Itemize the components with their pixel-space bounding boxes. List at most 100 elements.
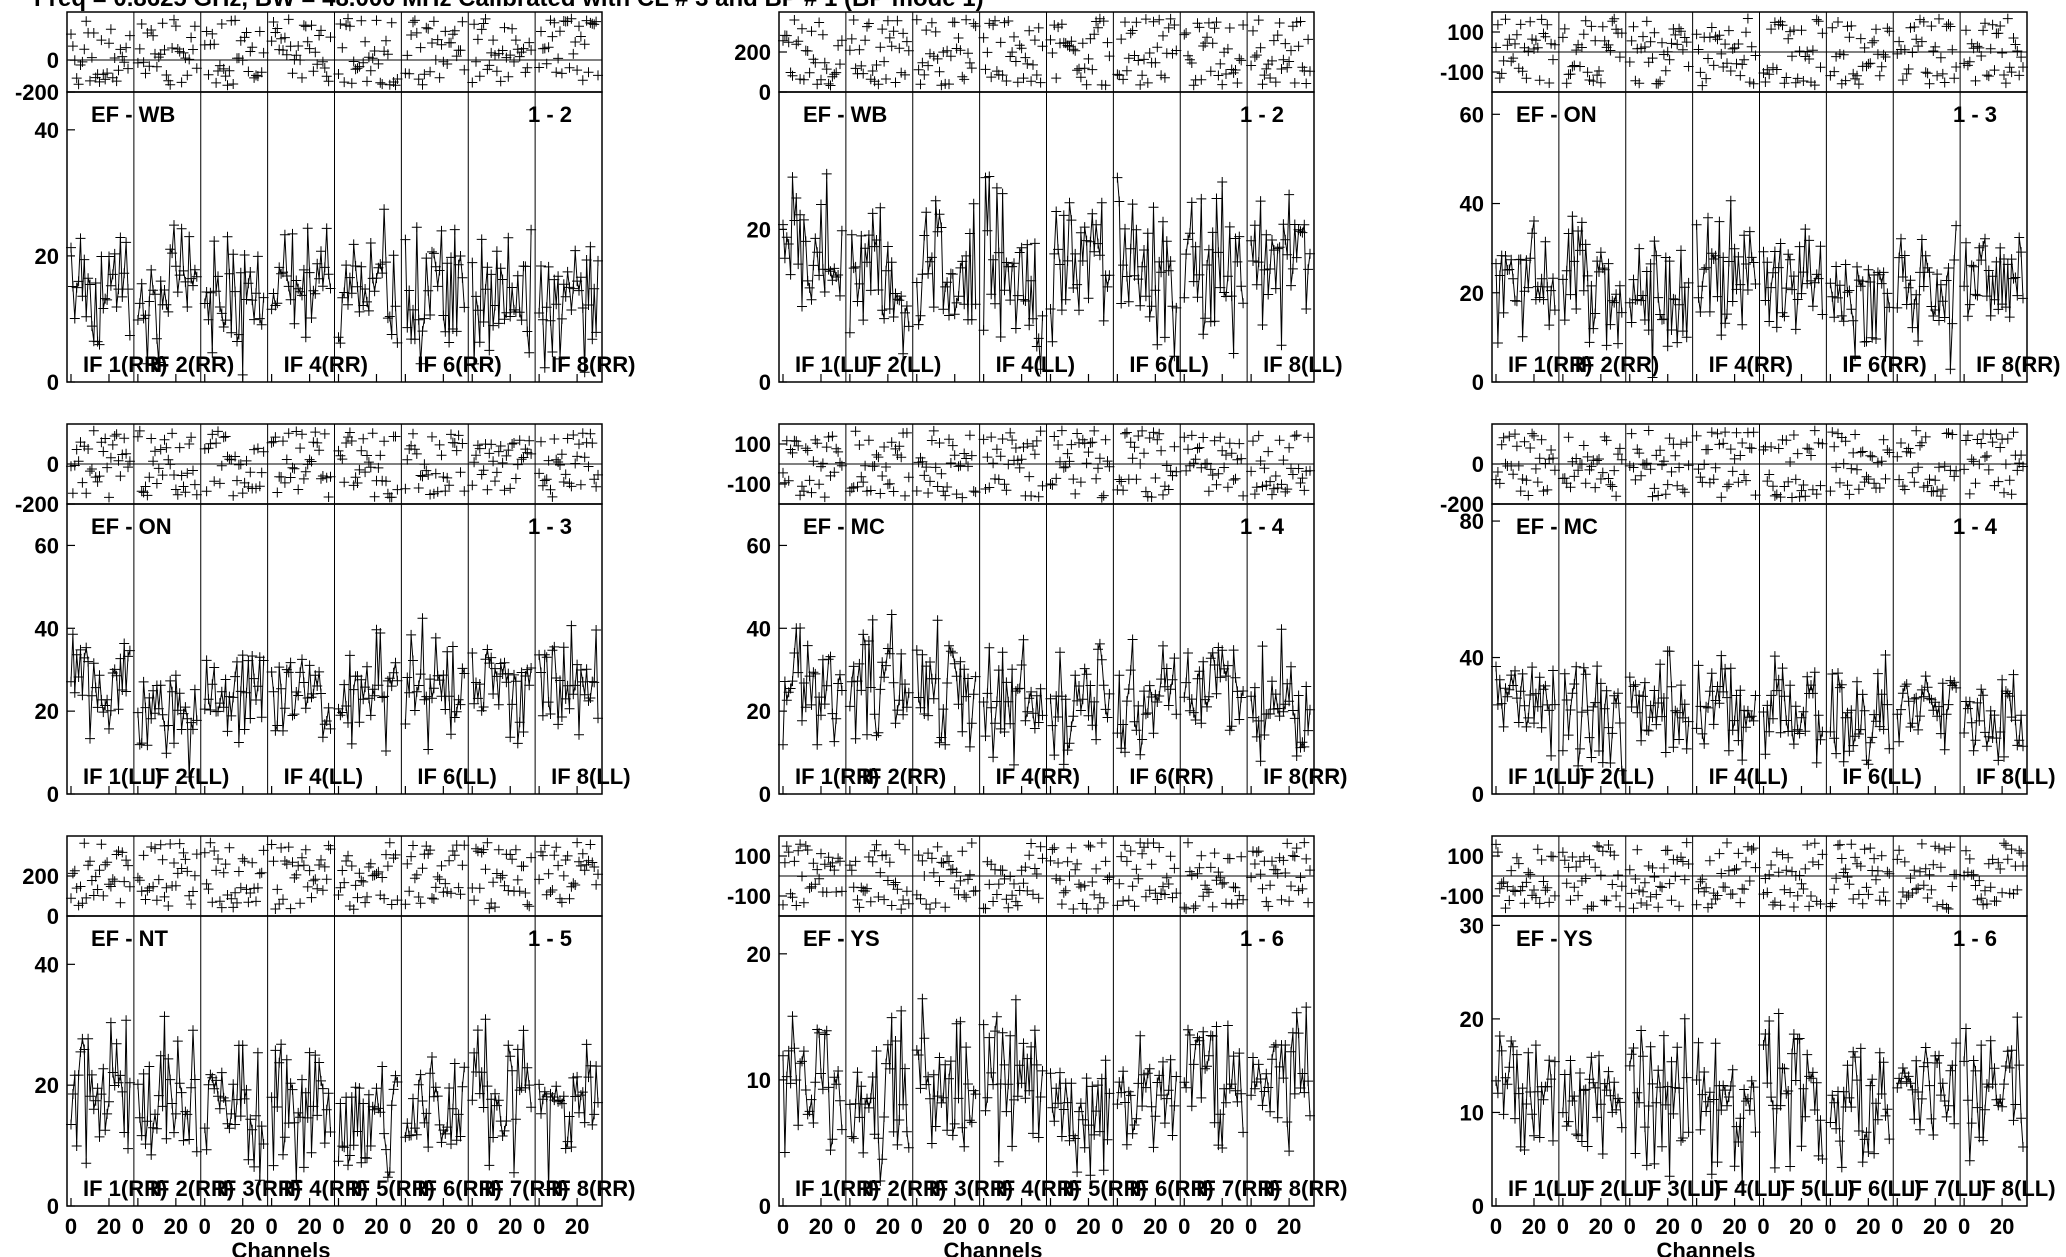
phase-point xyxy=(968,18,979,29)
phase-point xyxy=(1880,895,1891,906)
amplitude-point xyxy=(894,1115,905,1125)
phase-point xyxy=(285,903,296,914)
amplitude-point xyxy=(144,1061,155,1072)
phase-point xyxy=(77,477,88,488)
amplitude-point xyxy=(1511,296,1522,307)
amplitude-series xyxy=(538,246,599,373)
phase-point xyxy=(886,437,897,448)
amplitude-point xyxy=(589,677,600,688)
amplitude-point xyxy=(1607,295,1618,306)
amplitude-point xyxy=(984,171,995,182)
phase-point xyxy=(1628,903,1639,914)
amplitude-point xyxy=(134,298,145,309)
x-tick-label: 20 xyxy=(97,1214,121,1239)
phase-point xyxy=(472,34,483,45)
amplitude-point xyxy=(1167,1130,1178,1141)
amplitude-point xyxy=(1014,247,1025,258)
phase-point xyxy=(566,481,577,492)
amplitude-point xyxy=(339,679,350,690)
amp-tick-label: 20 xyxy=(35,244,59,269)
phase-point xyxy=(913,64,924,75)
phase-point xyxy=(1865,58,1876,69)
phase-point xyxy=(188,465,198,476)
amplitude-point xyxy=(541,652,552,663)
amplitude-point xyxy=(1165,684,1176,695)
phase-point xyxy=(404,68,415,79)
amplitude-point xyxy=(1007,664,1018,675)
amplitude-point xyxy=(1951,220,1962,231)
phase-point xyxy=(1194,442,1205,453)
amplitude-point xyxy=(1563,730,1574,741)
amplitude-point xyxy=(1601,340,1612,351)
phase-point xyxy=(1575,61,1585,72)
phase-point xyxy=(69,865,80,876)
amplitude-point xyxy=(188,1025,198,1036)
amplitude-point xyxy=(1181,249,1192,260)
amplitude-point xyxy=(272,1102,283,1112)
amplitude-point xyxy=(1534,672,1545,683)
phase-point xyxy=(836,460,847,471)
phase-point xyxy=(945,51,956,62)
amplitude-point xyxy=(1857,276,1868,287)
phase-point xyxy=(1062,856,1073,867)
amplitude-point xyxy=(953,291,964,302)
phase-point xyxy=(1683,460,1694,471)
amplitude-point xyxy=(938,1092,949,1103)
phase-point xyxy=(323,76,334,87)
phase-point xyxy=(930,462,941,473)
amplitude-point xyxy=(388,250,399,261)
amplitude-point xyxy=(562,266,573,277)
phase-point xyxy=(1139,448,1149,459)
phase-point xyxy=(1278,54,1289,65)
phase-point xyxy=(1829,441,1840,452)
amplitude-point xyxy=(1701,701,1712,712)
phase-point xyxy=(1697,80,1708,91)
amplitude-point xyxy=(1144,1063,1155,1074)
amplitude-point xyxy=(812,247,823,258)
phase-point xyxy=(518,43,529,54)
phase-point xyxy=(1504,431,1515,442)
phase-point xyxy=(1211,17,1222,28)
phase-point xyxy=(1693,44,1704,55)
phase-point xyxy=(1070,45,1081,56)
phase-point xyxy=(298,860,309,871)
phase-point xyxy=(1569,60,1580,71)
amplitude-point xyxy=(438,670,449,681)
amplitude-point xyxy=(362,661,372,672)
amplitude-point xyxy=(258,292,269,303)
phase-point xyxy=(1028,59,1038,70)
phase-point xyxy=(1735,70,1746,81)
phase-point xyxy=(1966,454,1977,465)
phase-point xyxy=(455,467,466,478)
phase-point xyxy=(213,66,223,76)
phase-point xyxy=(1800,863,1811,874)
phase-point xyxy=(1299,837,1310,848)
x-tick-label: 20 xyxy=(565,1214,589,1239)
x-tick-label: 20 xyxy=(431,1214,455,1239)
amplitude-point xyxy=(184,772,195,782)
phase-point xyxy=(1056,19,1067,30)
phase-point xyxy=(898,28,909,39)
amplitude-point xyxy=(1834,1136,1845,1147)
phase-point xyxy=(333,69,344,79)
amplitude-point xyxy=(1267,676,1277,687)
phase-point xyxy=(1284,442,1295,453)
phase-point xyxy=(256,67,267,78)
phase-tick-label: 0 xyxy=(1472,452,1484,477)
phase-point xyxy=(2012,46,2023,56)
amplitude-point xyxy=(881,660,891,671)
phase-point xyxy=(333,445,344,456)
amplitude-point xyxy=(1744,1105,1755,1116)
amplitude-point xyxy=(1857,1157,1868,1168)
phase-point xyxy=(1540,31,1551,42)
phase-point xyxy=(911,14,922,25)
phase-point xyxy=(1939,461,1950,472)
amplitude-point xyxy=(551,299,562,310)
amplitude-point xyxy=(274,662,285,673)
amplitude-point xyxy=(890,718,901,729)
amplitude-point xyxy=(186,273,197,284)
if-label: IF 6(LL) xyxy=(1842,764,1921,789)
amplitude-point xyxy=(934,209,945,220)
phase-point xyxy=(1249,859,1260,869)
amplitude-point xyxy=(1658,1030,1669,1041)
